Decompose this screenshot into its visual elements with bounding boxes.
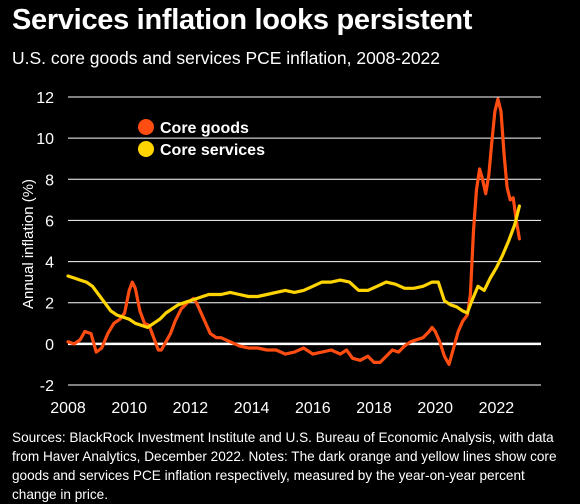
legend-label: Core goods — [160, 120, 249, 137]
series-line-core-services — [66, 204, 521, 329]
x-tick-label: 2010 — [111, 400, 147, 417]
y-tick-label: 12 — [36, 90, 54, 107]
y-tick-label: 6 — [45, 213, 54, 230]
legend-marker — [138, 141, 154, 157]
x-tick-label: 2008 — [50, 400, 86, 417]
y-tick-label: 4 — [45, 255, 54, 272]
legend: Core goods Core services — [138, 119, 265, 159]
y-tick-label: 2 — [45, 296, 54, 313]
y-tick-label: 8 — [45, 172, 54, 189]
legend-marker — [138, 119, 154, 135]
x-tick-label: 2022 — [479, 400, 515, 417]
series-line-core-goods — [66, 97, 521, 366]
y-tick-label: 0 — [45, 337, 54, 354]
y-axis-label: Annual inflation (%) — [20, 179, 37, 309]
page-title: Services inflation looks persistent — [12, 4, 473, 36]
x-tick-label: 2020 — [417, 400, 453, 417]
gridlines — [68, 96, 541, 386]
y-tick-labels: 12 10 8 6 4 2 0 -2 — [36, 90, 54, 395]
x-tick-labels: 2008 2010 2012 2014 2016 2018 2020 2022 — [50, 400, 514, 417]
page-subtitle: U.S. core goods and services PCE inflati… — [12, 48, 441, 68]
y-tick-label: -2 — [40, 378, 54, 395]
legend-label: Core services — [160, 142, 265, 159]
y-tick-label: 10 — [36, 131, 54, 148]
footnote: Sources: BlackRock Investment Institute … — [12, 430, 557, 502]
x-tick-label: 2012 — [173, 400, 209, 417]
x-tick-label: 2016 — [295, 400, 331, 417]
x-tick-label: 2014 — [234, 400, 270, 417]
x-tick-label: 2018 — [356, 400, 392, 417]
series-lines — [66, 97, 521, 366]
